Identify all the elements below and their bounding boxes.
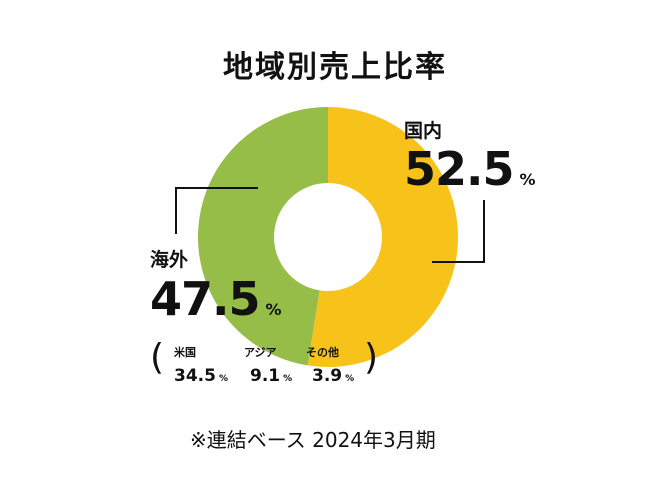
domestic-value: 52.5 — [404, 142, 514, 196]
breakdown-other-label: その他 — [306, 346, 339, 359]
chart-title: 地域別売上比率 — [223, 50, 447, 85]
overseas-value: 47.5 — [150, 272, 260, 326]
donut-slice-overseas — [198, 107, 328, 366]
domestic-value-group: 52.5% — [404, 146, 536, 192]
breakdown-other-unit: % — [345, 374, 355, 384]
breakdown-us-value-group: 34.5% — [174, 366, 228, 385]
overseas-leader-line — [175, 187, 258, 234]
breakdown-open-paren: ( — [150, 337, 165, 378]
overseas-unit: % — [265, 300, 282, 319]
breakdown-asia-label: アジア — [244, 346, 277, 359]
donut-slice-domestic — [307, 107, 458, 367]
footnote: ※連結ベース 2024年3月期 — [190, 428, 436, 452]
overseas-label: 海外 — [150, 249, 189, 271]
breakdown-asia-unit: % — [283, 374, 293, 384]
breakdown-other-value: 3.9 — [312, 366, 343, 386]
domestic-label: 国内 — [404, 120, 443, 142]
breakdown-asia-value-group: 9.1% — [250, 366, 292, 385]
domestic-leader-line — [432, 200, 485, 263]
breakdown-us-unit: % — [218, 374, 228, 384]
breakdown-other-value-group: 3.9% — [312, 366, 354, 385]
breakdown-close-paren: ) — [364, 337, 379, 378]
domestic-unit: % — [519, 170, 536, 189]
breakdown-us-label: 米国 — [174, 346, 196, 359]
overseas-value-group: 47.5% — [150, 276, 282, 322]
breakdown-asia-value: 9.1 — [250, 366, 281, 386]
breakdown-us-value: 34.5 — [174, 366, 216, 386]
